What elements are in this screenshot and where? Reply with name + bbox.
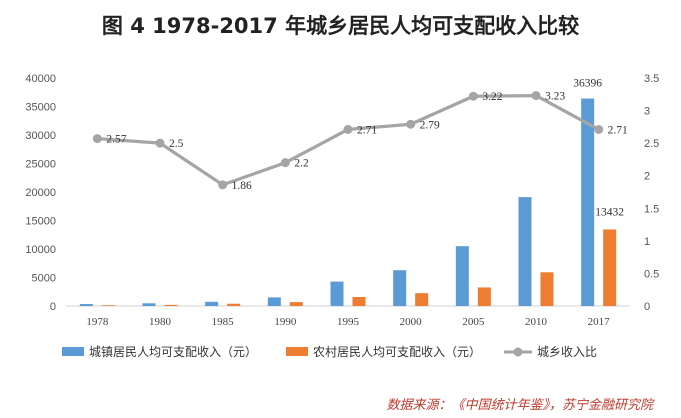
legend-swatch: [286, 347, 308, 356]
bar-rural: [164, 304, 178, 306]
chart-line: [92, 91, 604, 190]
y-right-tick-label: 0.5: [644, 268, 659, 280]
y-left-tick-label: 25000: [25, 159, 56, 171]
ratio-point: [343, 124, 353, 134]
y-right-tick-label: 2: [644, 171, 650, 183]
legend-swatch: [62, 347, 84, 356]
bar-urban: [581, 98, 595, 306]
bar-urban: [267, 297, 281, 306]
ratio-point: [406, 119, 416, 129]
ratio-point: [594, 124, 604, 134]
bar-data-label: 36396: [573, 78, 602, 90]
chart-data-labels: 36396 13432 2.57 2.5 1.86 2.2 2.71 2.79 3.22 3.23…: [106, 78, 628, 219]
bar-urban: [142, 303, 156, 306]
legend-label: 城乡收入比: [537, 345, 597, 359]
chart-title: 图 4 1978-2017 年城乡居民人均可支配收入比较: [101, 14, 580, 38]
bar-urban: [205, 301, 219, 306]
x-tick-label: 1985: [212, 316, 235, 328]
bar-rural: [352, 297, 366, 306]
legend-label: 城镇居民人均可支配收入（元）: [89, 345, 257, 359]
x-tick-label: 1978: [86, 316, 109, 328]
ratio-point: [468, 91, 478, 101]
chart-axes: 0500010000150002000025000300003500040000…: [25, 73, 659, 328]
ratio-point: [155, 138, 165, 148]
legend-label: 农村居民人均可支配收入（元）: [313, 345, 481, 359]
ratio-point: [218, 180, 228, 190]
bar-urban: [330, 281, 344, 306]
y-left-tick-label: 5000: [32, 273, 56, 285]
ratio-data-label: 2.71: [357, 124, 377, 136]
y-left-tick-label: 20000: [25, 187, 56, 199]
y-left-tick-label: 35000: [25, 102, 56, 114]
y-left-tick-label: 30000: [25, 130, 56, 142]
y-right-tick-label: 0: [644, 301, 650, 313]
bar-rural: [289, 302, 303, 306]
y-right-tick-label: 3.5: [644, 73, 659, 85]
bar-rural: [540, 272, 554, 306]
ratio-point: [280, 158, 290, 168]
chart-legend: 城镇居民人均可支配收入（元） 农村居民人均可支配收入（元） 城乡收入比: [62, 345, 597, 359]
ratio-data-label: 1.86: [232, 180, 252, 192]
ratio-data-label: 2.5: [169, 138, 184, 150]
y-right-tick-label: 2.5: [644, 138, 659, 150]
x-tick-label: 2005: [462, 316, 485, 328]
y-left-tick-label: 0: [50, 301, 56, 313]
ratio-data-label: 2.57: [106, 134, 126, 146]
y-right-tick-label: 3: [644, 106, 650, 118]
bar-urban: [518, 197, 532, 306]
ratio-point: [92, 134, 102, 144]
bar-urban: [79, 304, 93, 306]
bar-rural: [415, 293, 429, 306]
source-note: 数据来源：《中国统计年鉴》，苏宁金融研究院: [386, 398, 653, 413]
bar-rural: [477, 287, 491, 306]
chart-bars: [79, 98, 617, 306]
ratio-point: [531, 91, 541, 101]
ratio-data-label: 2.2: [294, 158, 309, 170]
x-tick-label: 2017: [588, 316, 611, 328]
y-left-tick-label: 15000: [25, 216, 56, 228]
ratio-data-label: 2.71: [608, 124, 628, 136]
x-tick-label: 1990: [274, 316, 297, 328]
bar-rural: [603, 229, 617, 306]
bar-urban: [455, 246, 469, 306]
bar-rural: [101, 305, 115, 306]
y-right-tick-label: 1: [644, 236, 650, 248]
bar-data-label: 13432: [595, 206, 624, 218]
x-tick-label: 1980: [149, 316, 172, 328]
y-left-tick-label: 10000: [25, 244, 56, 256]
y-left-tick-label: 40000: [25, 73, 56, 85]
x-tick-label: 2010: [525, 316, 548, 328]
y-right-tick-label: 1.5: [644, 203, 659, 215]
bar-rural: [227, 303, 241, 306]
ratio-data-label: 3.23: [545, 91, 565, 103]
legend-swatch-marker: [513, 347, 523, 357]
ratio-data-label: 2.79: [420, 119, 440, 131]
bar-urban: [393, 270, 407, 306]
x-tick-label: 2000: [400, 316, 423, 328]
ratio-data-label: 3.22: [482, 91, 502, 103]
x-tick-label: 1995: [337, 316, 360, 328]
